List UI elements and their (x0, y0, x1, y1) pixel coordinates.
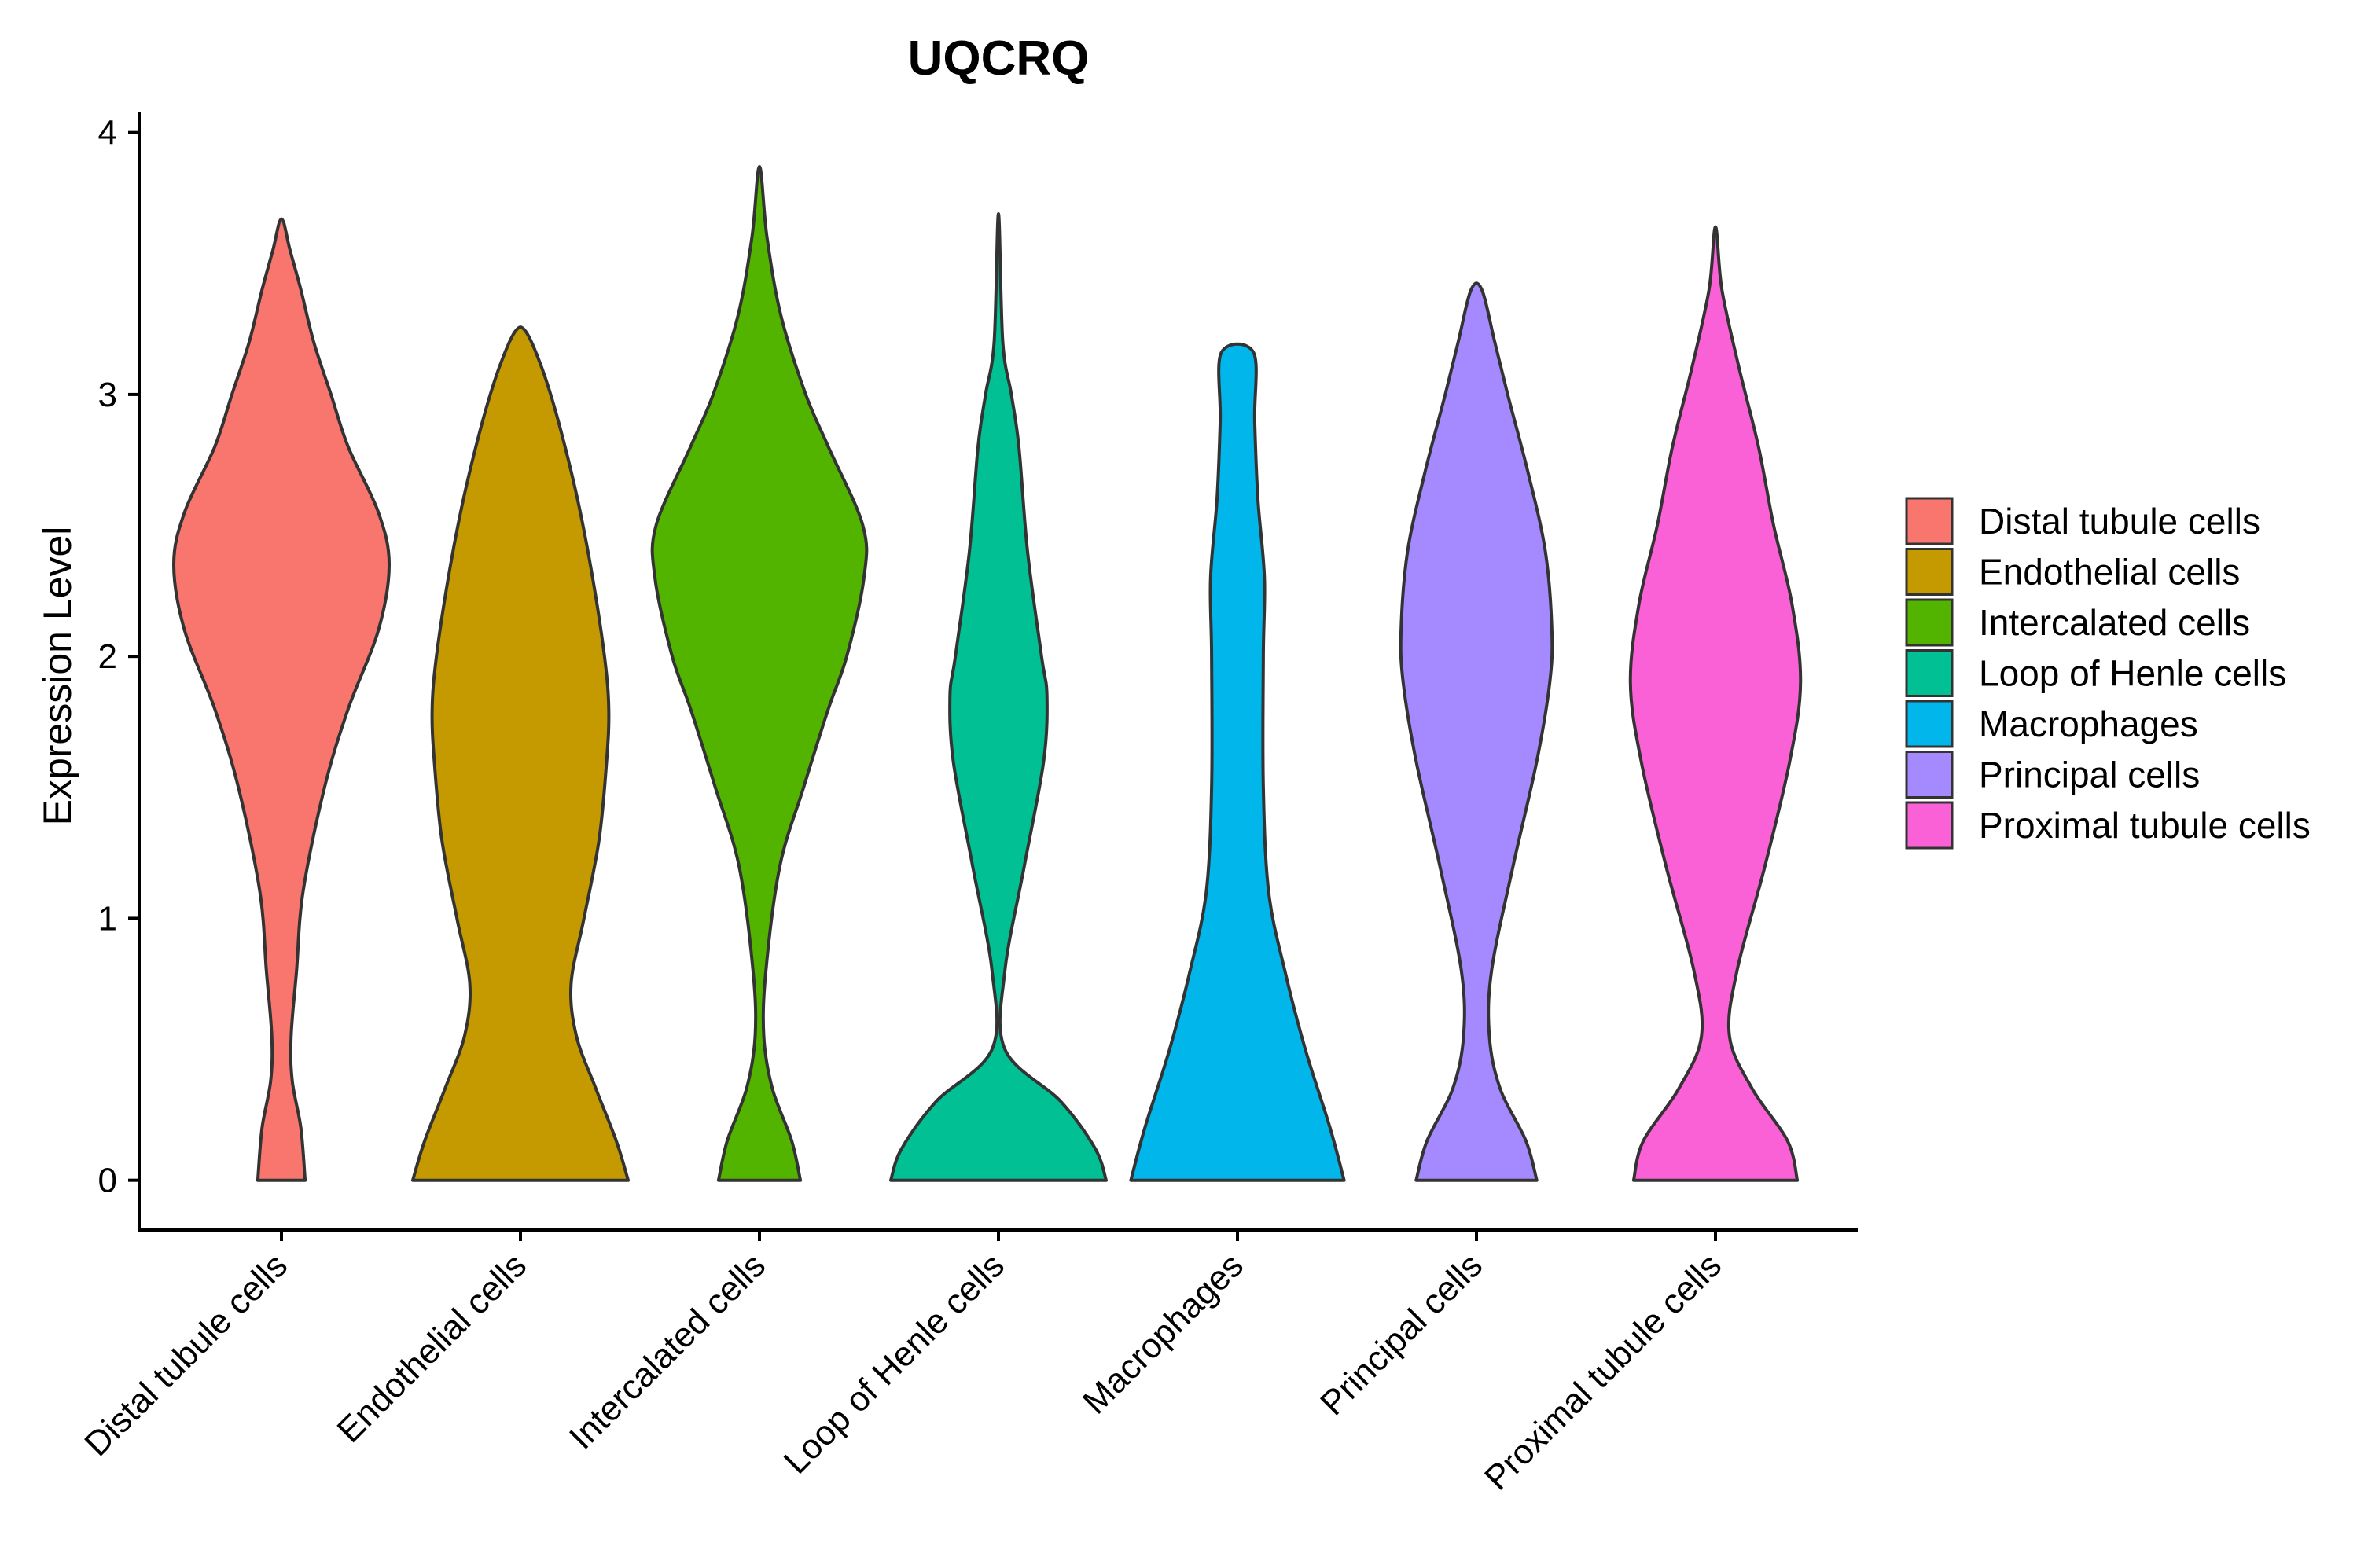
legend-key (1905, 700, 1954, 748)
violin-7 (1628, 225, 1803, 1182)
legend-label: Principal cells (1979, 755, 2200, 795)
legend-label: Intercalated cells (1979, 602, 2250, 643)
violin-6 (1399, 281, 1554, 1182)
legend-key (1905, 497, 1954, 545)
legend-label: Proximal tubule cells (1979, 805, 2311, 846)
legend: Distal tubule cells Endothelial cells Inte… (1905, 497, 2311, 850)
legend-key (1905, 649, 1954, 697)
y-tick-label: 1 (98, 899, 117, 938)
y-tick-label: 3 (98, 376, 117, 414)
x-tick-label: Principal cells (1313, 1246, 1490, 1423)
legend-key (1905, 598, 1954, 647)
legend-key (1905, 801, 1954, 850)
y-tick-label: 4 (98, 114, 117, 152)
legend-label: Distal tubule cells (1979, 501, 2260, 542)
x-tick-label: Loop of Henle cells (777, 1246, 1012, 1481)
x-tick-label: Endothelial cells (330, 1246, 534, 1449)
y-axis-title: Expression Level (35, 527, 79, 826)
y-axis-ticks: 0 1 2 3 4 (98, 114, 139, 1200)
legend-label: Loop of Henle cells (1979, 653, 2286, 694)
y-tick-label: 2 (98, 637, 117, 676)
x-tick-label: Macrophages (1076, 1246, 1251, 1421)
violin-4 (889, 212, 1108, 1182)
x-axis-ticks: Distal tubule cells Endothelial cells Inte… (77, 1230, 1729, 1497)
chart-title: UQCRQ (908, 31, 1090, 86)
legend-key (1905, 751, 1954, 799)
violin-1 (172, 217, 391, 1182)
violin-3 (650, 165, 869, 1182)
violin-5 (1129, 342, 1346, 1182)
violin-group (172, 165, 1803, 1182)
violin-2 (411, 325, 630, 1182)
legend-label: Endothelial cells (1979, 552, 2240, 593)
x-tick-label: Intercalated cells (562, 1246, 773, 1456)
x-tick-label: Proximal tubule cells (1477, 1246, 1729, 1497)
y-tick-label: 0 (98, 1162, 117, 1200)
x-tick-label: Distal tubule cells (77, 1246, 295, 1463)
legend-label: Macrophages (1979, 703, 2198, 744)
legend-key (1905, 548, 1954, 596)
